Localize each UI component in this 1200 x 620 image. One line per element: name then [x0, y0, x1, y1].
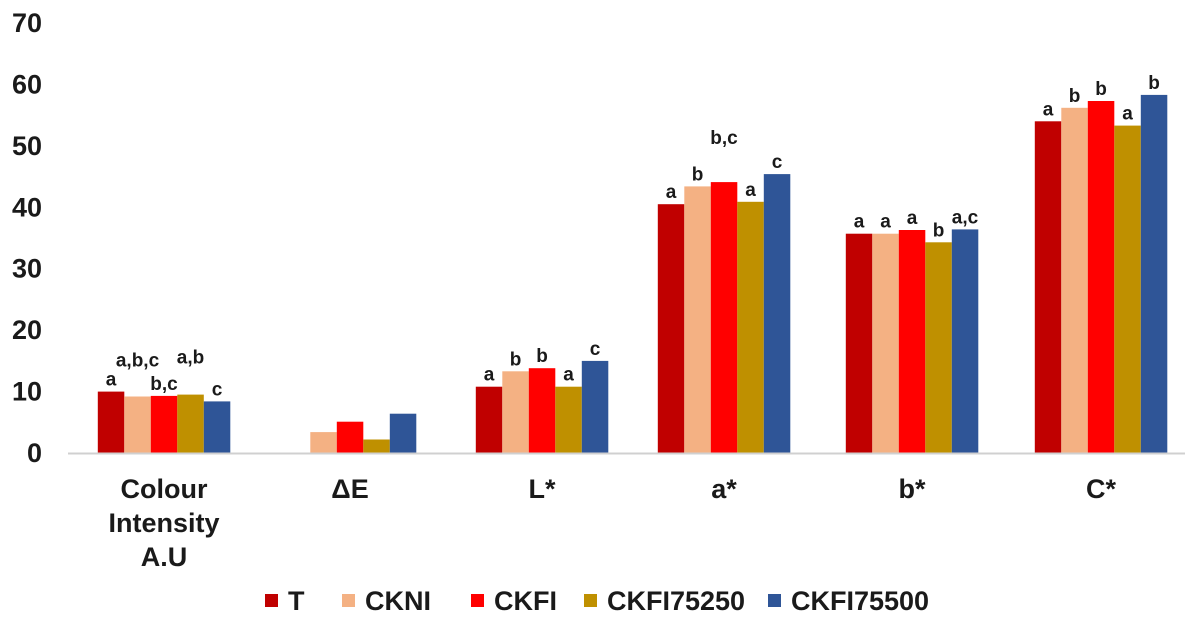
bar-ckfi-4	[898, 230, 926, 453]
significance-label: a	[854, 212, 865, 233]
y-tick-label: 40	[12, 192, 42, 222]
legend-label: T	[288, 586, 305, 616]
significance-label: b	[536, 346, 548, 367]
legend-label: CKNI	[365, 586, 431, 616]
x-category-label: C*	[1086, 474, 1116, 504]
significance-label: a	[563, 365, 574, 386]
x-category-label: a*	[711, 474, 737, 504]
bar-ckfi-2	[528, 368, 556, 453]
legend-swatch	[768, 594, 781, 607]
bar-ckfi75250-4	[925, 242, 952, 453]
y-tick-label: 50	[12, 131, 42, 161]
significance-label: a	[880, 212, 891, 233]
y-tick-label: 60	[12, 69, 42, 99]
bar-t-5	[1034, 121, 1062, 454]
bar-ckfi75500-3	[763, 174, 791, 453]
bar-t-4	[845, 233, 873, 453]
bar-ckni-5	[1061, 107, 1088, 454]
bar-ckfi-3	[710, 182, 738, 453]
legend-swatch	[342, 594, 355, 607]
y-tick-label: 70	[12, 8, 42, 38]
significance-label: b	[1069, 86, 1081, 107]
significance-label: b	[510, 349, 522, 370]
bar-ckfi75250-2	[555, 386, 582, 453]
y-tick-label: 0	[27, 438, 42, 468]
x-axis-categories: Colour Intensity A.U ΔE L* a* b* C*	[108, 474, 1116, 572]
significance-label: a	[1043, 99, 1054, 120]
significance-label: a,c	[952, 207, 979, 228]
legend-label: CKFI	[494, 586, 557, 616]
bar-ckni-0	[124, 396, 151, 453]
bar-ckfi75250-1	[363, 439, 390, 453]
legend-swatch	[471, 594, 484, 607]
significance-label: a	[484, 365, 495, 386]
significance-label: a,b,c	[116, 351, 160, 372]
significance-label: a	[106, 370, 117, 391]
bar-t-0	[97, 391, 125, 453]
significance-label: b,c	[710, 128, 738, 149]
significance-label: c	[212, 379, 223, 400]
bar-series	[97, 94, 1168, 454]
legend-swatch	[584, 594, 597, 607]
bar-ckfi75250-0	[177, 394, 204, 453]
bar-ckfi75250-5	[1114, 125, 1141, 453]
x-category-label: Colour	[121, 474, 208, 504]
x-category-label: L*	[529, 474, 556, 504]
bar-ckfi-0	[150, 395, 178, 453]
y-tick-label: 30	[12, 254, 42, 284]
significance-label: a	[907, 208, 918, 229]
significance-label: c	[772, 152, 783, 173]
legend-swatch	[265, 594, 278, 607]
bar-ckni-3	[684, 186, 711, 453]
bar-ckni-2	[502, 371, 529, 453]
bar-ckfi75500-4	[951, 229, 979, 453]
y-axis: 0 10 20 30 40 50 60 70	[12, 8, 42, 468]
bar-ckfi-1	[336, 421, 364, 453]
bar-ckfi75500-2	[581, 360, 609, 453]
significance-label: a,b	[177, 348, 204, 369]
x-category-label: ΔE	[331, 474, 368, 504]
y-tick-label: 20	[12, 315, 42, 345]
significance-label: b	[1095, 79, 1107, 100]
x-category-label: A.U	[141, 542, 188, 572]
significance-label: a	[1122, 104, 1133, 125]
bar-t-3	[657, 204, 685, 453]
legend-label: CKFI75500	[791, 586, 929, 616]
significance-label: b	[692, 164, 704, 185]
legend: T CKNI CKFI CKFI75250 CKFI75500	[265, 586, 929, 616]
bar-ckfi75500-5	[1140, 94, 1168, 454]
legend-item-t: T	[265, 586, 305, 616]
x-category-label: b*	[899, 474, 926, 504]
legend-label: CKFI75250	[607, 586, 745, 616]
y-tick-label: 10	[12, 377, 42, 407]
bar-ckfi75500-0	[203, 401, 231, 453]
bar-ckfi75500-1	[389, 413, 417, 453]
legend-item-ckfi: CKFI	[471, 586, 557, 616]
legend-item-ckfi75250: CKFI75250	[584, 586, 745, 616]
bar-ckfi-5	[1087, 101, 1115, 453]
bar-ckfi75250-3	[737, 201, 764, 453]
x-category-label: Intensity	[108, 508, 219, 538]
bar-t-2	[475, 386, 503, 453]
significance-label: b,c	[150, 374, 178, 395]
significance-label: b	[1148, 73, 1160, 94]
significance-label: a	[666, 182, 677, 203]
bar-ckni-4	[872, 233, 899, 453]
legend-item-ckfi75500: CKFI75500	[768, 586, 929, 616]
bar-ckni-1	[310, 432, 337, 453]
significance-label: c	[590, 339, 601, 360]
significance-label: b	[933, 220, 945, 241]
legend-item-ckni: CKNI	[342, 586, 431, 616]
significance-label: a	[745, 180, 756, 201]
